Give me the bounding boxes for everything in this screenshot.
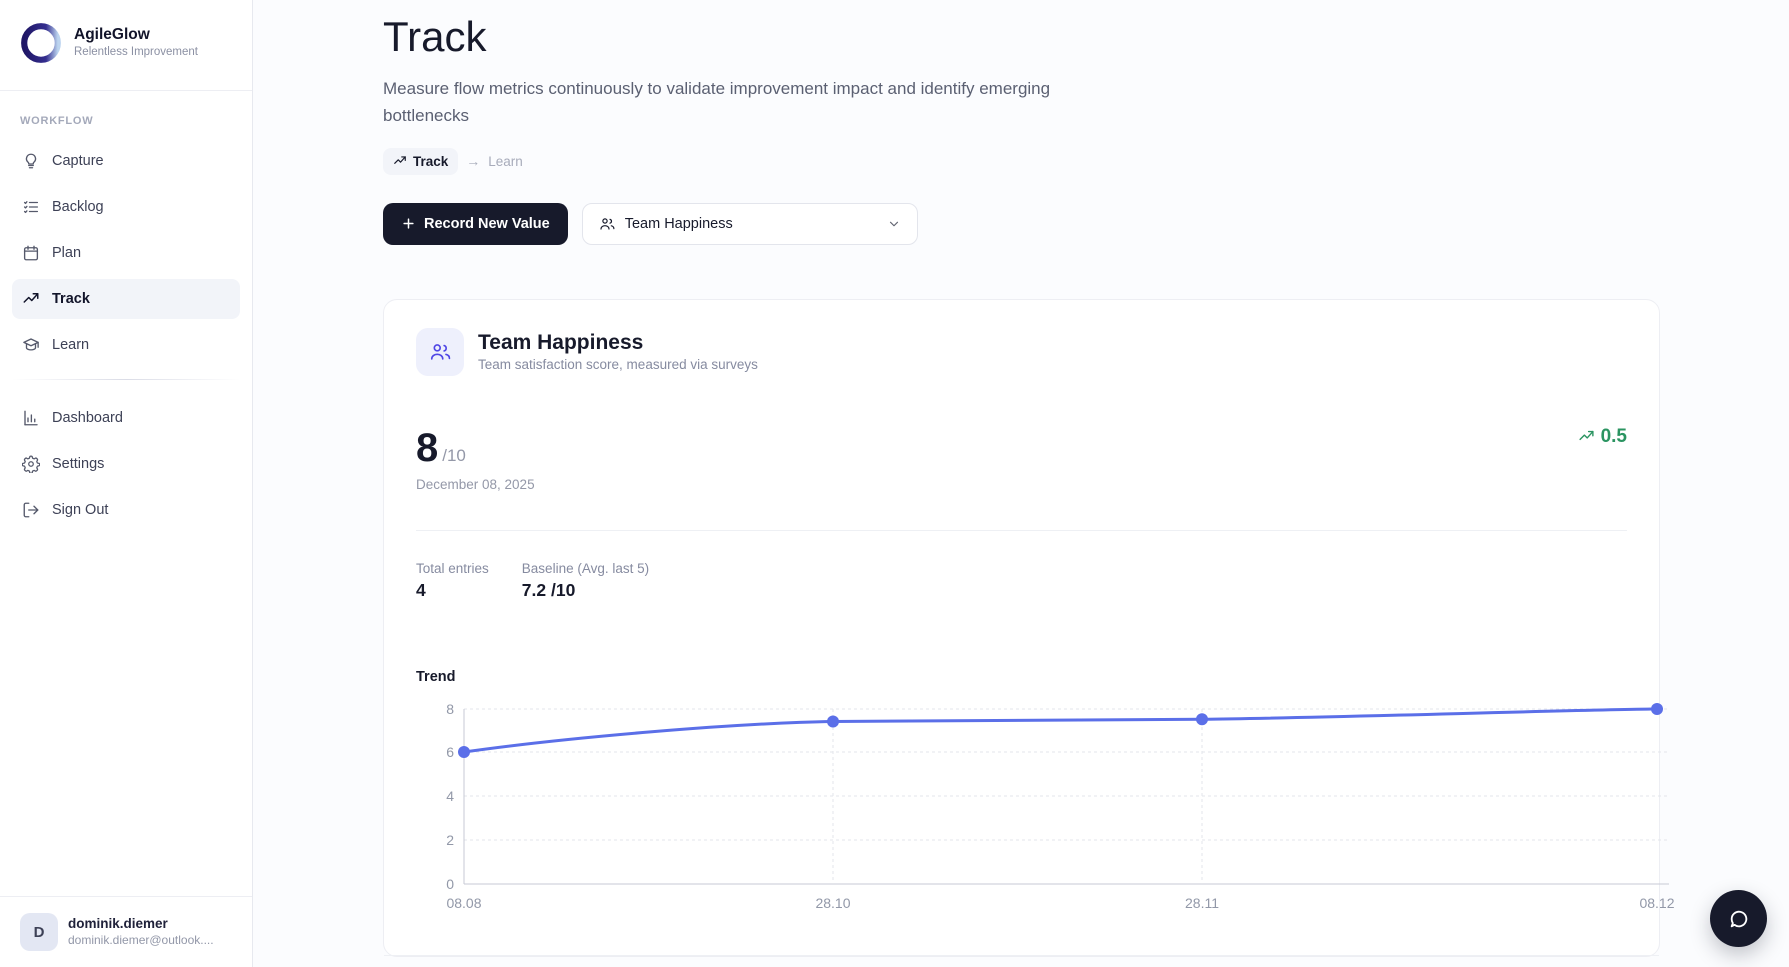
svg-text:08.12: 08.12 <box>1639 895 1674 911</box>
svg-text:6: 6 <box>446 744 454 760</box>
svg-text:0: 0 <box>446 876 454 892</box>
svg-text:8: 8 <box>446 701 454 717</box>
svg-text:28.10: 28.10 <box>815 895 850 911</box>
svg-text:28.11: 28.11 <box>1185 895 1219 911</box>
svg-text:08.08: 08.08 <box>446 895 481 911</box>
svg-text:2: 2 <box>446 832 454 848</box>
svg-text:4: 4 <box>446 788 454 804</box>
